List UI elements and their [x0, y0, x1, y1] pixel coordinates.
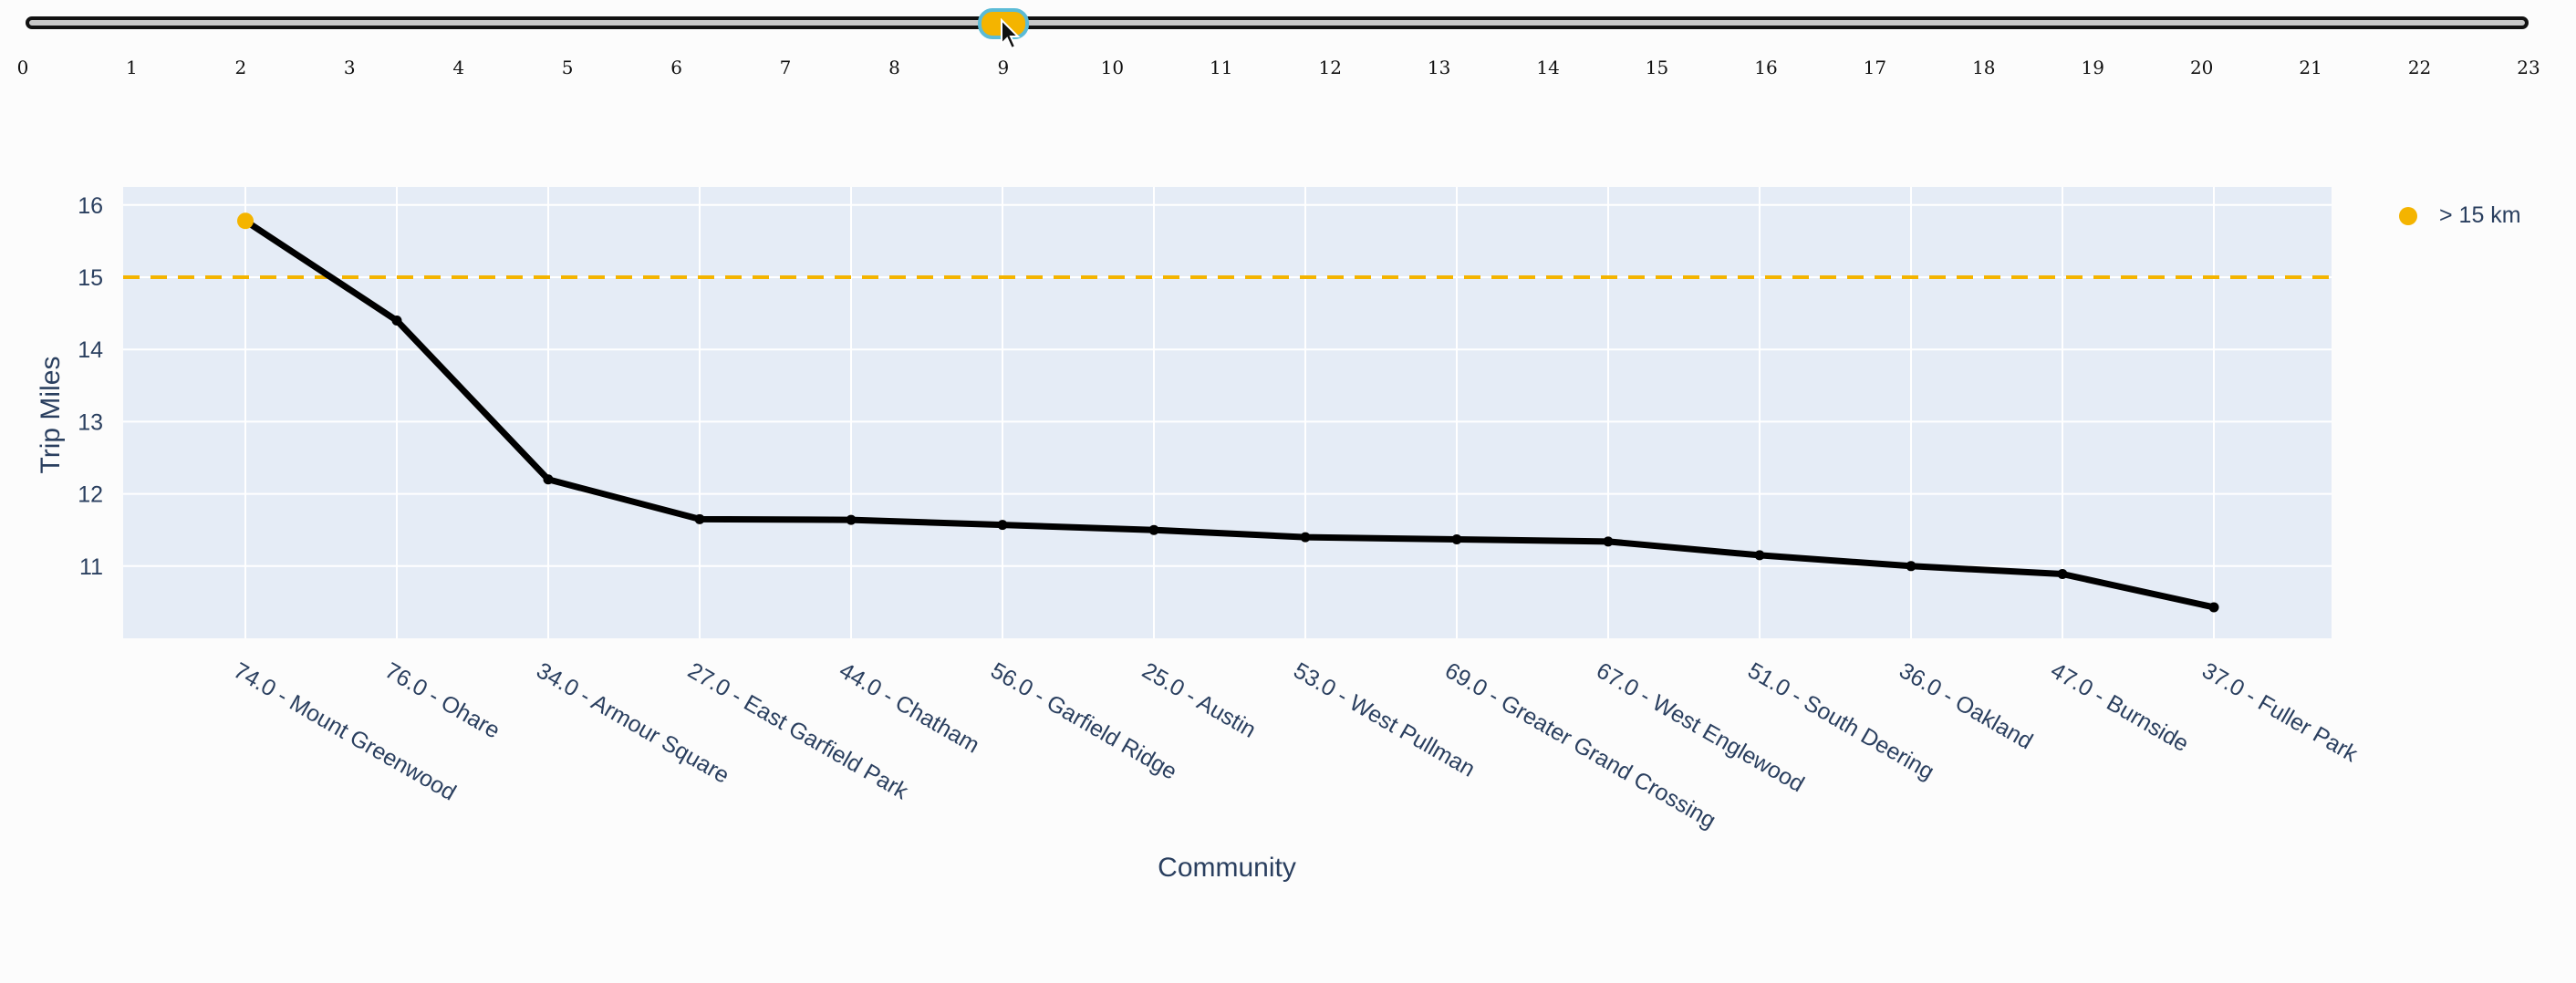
- x-tick-label: 44.0 - Chatham: [835, 657, 983, 758]
- data-point: [1148, 524, 1159, 535]
- slider-tick-label[interactable]: 6: [670, 57, 682, 78]
- y-tick-label: 14: [78, 337, 103, 363]
- x-axis-title: Community: [1158, 853, 1296, 883]
- slider-tick-label[interactable]: 9: [997, 57, 1010, 78]
- legend: > 15 km: [2399, 202, 2521, 229]
- data-point: [846, 514, 857, 525]
- slider-tick-label[interactable]: 4: [452, 57, 465, 78]
- slider-tick-label[interactable]: 1: [126, 57, 138, 78]
- x-tick-label: 25.0 - Austin: [1137, 657, 1260, 743]
- x-tick-label: 69.0 - Greater Grand Crossing: [1440, 657, 1719, 833]
- slider-tick-label[interactable]: 11: [1210, 57, 1233, 78]
- data-point: [997, 520, 1008, 531]
- legend-label: > 15 km: [2439, 202, 2521, 228]
- data-point: [2208, 602, 2219, 613]
- slider-tick-label[interactable]: 19: [2081, 57, 2104, 78]
- slider-tick-label[interactable]: 7: [779, 57, 792, 78]
- slider-tick-label[interactable]: 18: [1972, 57, 1996, 78]
- slider-tick-label[interactable]: 17: [1863, 57, 1887, 78]
- slider-tick-label[interactable]: 14: [1536, 57, 1560, 78]
- slider-tick-label[interactable]: 23: [2517, 57, 2540, 78]
- data-point: [694, 513, 705, 524]
- mouse-pointer-icon: [1000, 18, 1021, 50]
- y-tick-label: 16: [78, 193, 103, 219]
- slider-tick-label[interactable]: 12: [1318, 57, 1342, 78]
- y-tick-label: 13: [78, 409, 103, 435]
- y-axis-title: Trip Miles: [36, 356, 66, 474]
- highlight-point: [237, 212, 254, 230]
- data-point: [2057, 569, 2068, 580]
- slider-rail[interactable]: [26, 16, 2529, 29]
- data-point: [1754, 550, 1765, 561]
- plot-area: [123, 187, 2332, 638]
- data-point: [1451, 533, 1462, 544]
- data-point: [543, 474, 554, 485]
- slider-tick-label[interactable]: 20: [2189, 57, 2214, 78]
- data-point: [1603, 536, 1614, 547]
- hour-slider[interactable]: 0 1 2 3 4 5 6 7 8 9 10 11 12 13 14 15 16 17 18 19 20 21 22 23: [0, 0, 2576, 91]
- slider-tick-label[interactable]: 3: [343, 57, 356, 78]
- slider-tick-label[interactable]: 15: [1645, 57, 1669, 78]
- slider-tick-label[interactable]: 16: [1754, 57, 1778, 78]
- slider-tick-label[interactable]: 8: [888, 57, 900, 78]
- data-point: [391, 316, 402, 326]
- legend-marker: [2399, 206, 2417, 225]
- y-tick-label: 12: [78, 482, 103, 508]
- slider-tick-label[interactable]: 21: [2299, 57, 2322, 78]
- slider-tick-label[interactable]: 2: [234, 57, 247, 78]
- slider-tick-label[interactable]: 13: [1427, 57, 1451, 78]
- x-tick-label: 76.0 - Ohare: [380, 657, 504, 743]
- x-tick-label: 37.0 - Fuller Park: [2197, 657, 2362, 767]
- slider-tick-label[interactable]: 0: [16, 57, 29, 78]
- series-line: [244, 218, 2215, 611]
- x-tick-label: 47.0 - Burnside: [2046, 657, 2193, 757]
- y-tick-label: 11: [79, 554, 103, 580]
- x-tick-label: 36.0 - Oakland: [1895, 657, 2037, 754]
- data-point: [1906, 561, 1916, 572]
- data-point: [1300, 532, 1311, 543]
- slider-tick-label[interactable]: 10: [1100, 57, 1125, 78]
- slider-tick-label[interactable]: 5: [561, 57, 574, 78]
- y-tick-label: 15: [78, 265, 103, 291]
- slider-tick-label[interactable]: 22: [2407, 57, 2432, 78]
